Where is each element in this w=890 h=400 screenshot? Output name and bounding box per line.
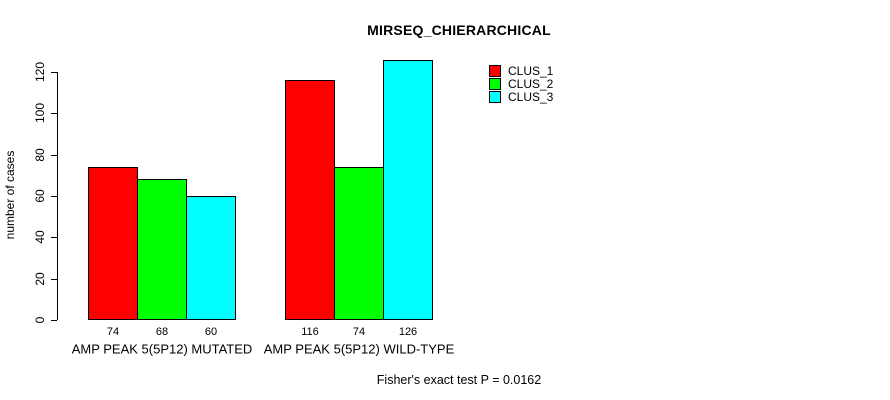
y-axis-tick-label-60: 60 <box>33 189 47 203</box>
bar-value-label: 74 <box>352 326 366 338</box>
bar-clus_3-group2 <box>383 60 433 320</box>
bar-clus_3-group1 <box>186 196 236 320</box>
y-axis-line <box>57 72 58 320</box>
chart-title: MIRSEQ_CHIERARCHICAL <box>367 22 551 38</box>
category-label-group2: AMP PEAK 5(5P12) WILD-TYPE <box>263 341 455 357</box>
y-axis-tick-label-80: 80 <box>33 148 47 162</box>
bar-value-label: 60 <box>204 326 218 338</box>
bar-clus_2-group1 <box>137 179 187 320</box>
y-axis-tick-100 <box>51 113 57 114</box>
legend-swatch-icon <box>489 65 501 77</box>
y-axis-tick-40 <box>51 237 57 238</box>
bar-value-label: 116 <box>301 326 319 338</box>
y-axis-tick-120 <box>51 72 57 73</box>
legend-item-clus_1: CLUS_1 <box>489 65 553 77</box>
legend-swatch-icon <box>489 91 501 103</box>
legend-label: CLUS_3 <box>508 90 554 104</box>
y-axis-tick-label-100: 100 <box>33 102 47 124</box>
category-label-group1: AMP PEAK 5(5P12) MUTATED <box>71 341 253 357</box>
legend-label: CLUS_2 <box>508 77 554 91</box>
bar-value-label: 126 <box>398 326 418 338</box>
bar-clus_1-group2 <box>285 80 335 320</box>
y-axis-label: number of cases <box>3 150 17 240</box>
y-axis-tick-20 <box>51 279 57 280</box>
y-axis-tick-label-40: 40 <box>33 230 47 244</box>
y-axis-tick-60 <box>51 196 57 197</box>
fisher-test-annotation: Fisher's exact test P = 0.0162 <box>376 373 542 387</box>
legend-item-clus_2: CLUS_2 <box>489 78 553 90</box>
y-axis-tick-label-20: 20 <box>33 272 47 286</box>
y-axis-tick-label-0: 0 <box>33 316 47 324</box>
legend-item-clus_3: CLUS_3 <box>489 91 553 103</box>
y-axis-tick-0 <box>51 320 57 321</box>
bar-clus_2-group2 <box>334 167 384 320</box>
y-axis-tick-80 <box>51 155 57 156</box>
legend-swatch-icon <box>489 78 501 90</box>
bar-value-label: 68 <box>155 326 169 338</box>
legend-label: CLUS_1 <box>508 64 554 78</box>
bar-value-label: 74 <box>106 326 120 338</box>
y-axis-tick-label-120: 120 <box>33 61 47 83</box>
bar-clus_1-group1 <box>88 167 138 320</box>
